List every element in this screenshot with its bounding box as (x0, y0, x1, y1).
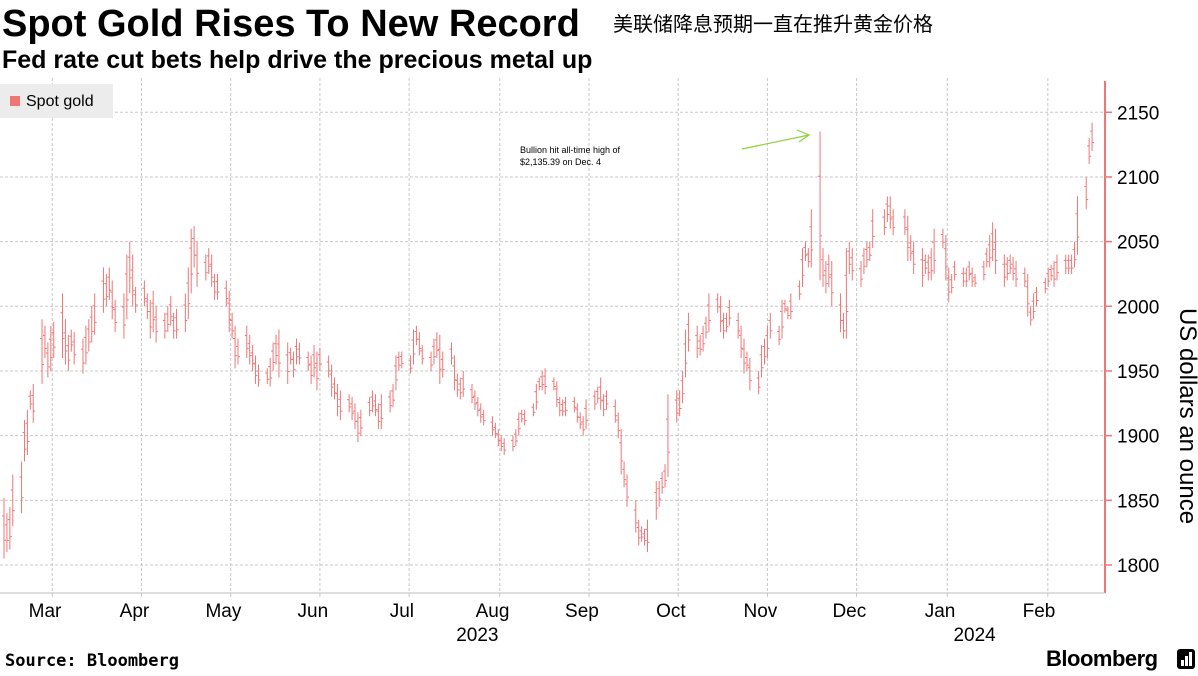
x-year-label: 2024 (953, 625, 996, 646)
x-tick-label: Jun (298, 601, 329, 622)
bloomberg-logo: Bloomberg (1046, 646, 1158, 671)
x-tick-label: Aug (476, 601, 510, 622)
price-bars (2, 122, 1095, 559)
annotation-text-line-2: $2,135.39 on Dec. 4 (520, 157, 601, 167)
x-tick-label: Oct (656, 601, 686, 622)
y-tick-label: 1800 (1117, 556, 1159, 577)
x-tick-label: Feb (1023, 601, 1056, 622)
y-tick-label: 2150 (1117, 103, 1159, 124)
y-axis-label: US dollars an ounce (1174, 308, 1198, 524)
y-tick-label: 2000 (1117, 297, 1159, 318)
annotation-text-line-1: Bullion hit all-time high of (520, 145, 621, 155)
y-axis: 1800 1850 1900 1950 2000 2050 2100 2150 (1104, 81, 1159, 593)
chart-title-chinese: 美联储降息预期一直在推升黄金价格 (613, 12, 933, 36)
y-tick-label: 1850 (1117, 491, 1159, 512)
annotation-arrow-shaft (741, 134, 810, 150)
gold-price-chart: Spot gold Bullion hit all-time high of $… (0, 78, 1198, 646)
x-tick-label: Mar (29, 601, 62, 622)
all-time-high-annotation: Bullion hit all-time high of $2,135.39 o… (520, 129, 811, 167)
x-tick-label: Dec (832, 601, 866, 622)
y-tick-label: 1900 (1117, 427, 1159, 448)
x-year-label: 2023 (456, 625, 498, 646)
grid-lines (0, 78, 1105, 593)
x-axis: Mar Apr May Jun Jul Aug Sep Oct Nov Dec Jan Feb 2023… (0, 592, 1105, 646)
bloomberg-terminal-icon (1177, 649, 1195, 669)
x-tick-label: Sep (565, 601, 599, 622)
y-tick-label: 1950 (1117, 362, 1159, 383)
x-tick-label: Apr (120, 601, 150, 622)
legend-label: Spot gold (26, 93, 94, 110)
x-tick-label: Jan (925, 601, 956, 622)
x-tick-label: Nov (743, 601, 777, 622)
y-tick-label: 2050 (1117, 233, 1159, 254)
annotation-arrowhead (796, 129, 811, 143)
x-tick-label: May (205, 601, 241, 622)
chart-subtitle: Fed rate cut bets help drive the preciou… (2, 46, 593, 74)
source-note: Source: Bloomberg (5, 651, 179, 671)
legend: Spot gold (0, 84, 113, 118)
y-tick-label: 2100 (1117, 168, 1159, 189)
x-tick-label: Jul (390, 601, 414, 622)
legend-swatch (10, 96, 20, 106)
chart-title: Spot Gold Rises To New Record (2, 3, 580, 45)
